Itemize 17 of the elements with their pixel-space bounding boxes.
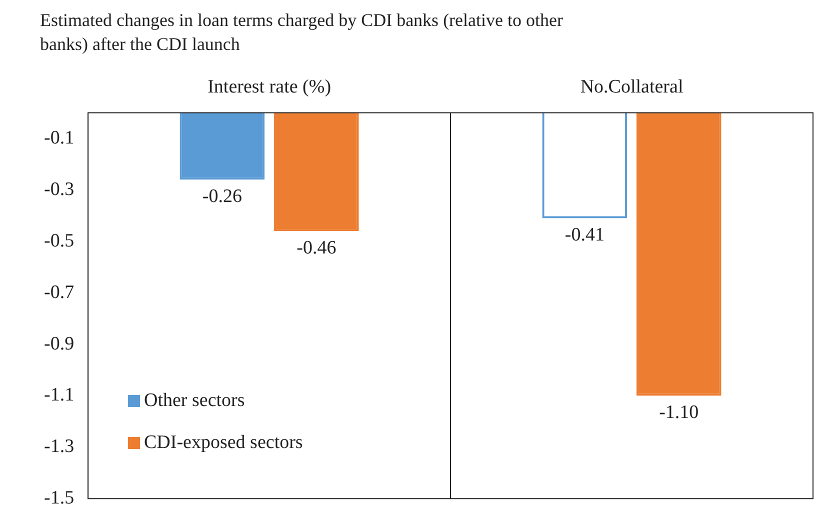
- y-tick-label: -0.3: [44, 178, 74, 200]
- data-label: -0.46: [296, 238, 336, 259]
- y-tick-label: -0.5: [44, 230, 74, 252]
- legend-label: CDI-exposed sectors: [144, 432, 303, 454]
- y-tick-label: -1.1: [44, 384, 74, 406]
- y-tick-label: -0.7: [44, 282, 74, 303]
- x-tick-label: Interest rate (%): [208, 76, 332, 98]
- legend-label: Other sectors: [144, 390, 245, 412]
- y-tick-label: -1.3: [44, 436, 74, 458]
- y-tick-label: -1.5: [44, 488, 74, 509]
- y-tick-label: -0.1: [44, 128, 74, 149]
- y-tick-label: -0.9: [44, 333, 74, 354]
- data-label: -0.41: [564, 224, 604, 246]
- x-tick-label: No.Collateral: [580, 76, 684, 98]
- chart-title: Estimated changes in loan terms charged by CDI banks (relative to other banks) after the CDI launch: [40, 9, 564, 56]
- data-label: -1.10: [659, 402, 699, 424]
- data-label: -0.26: [202, 186, 242, 208]
